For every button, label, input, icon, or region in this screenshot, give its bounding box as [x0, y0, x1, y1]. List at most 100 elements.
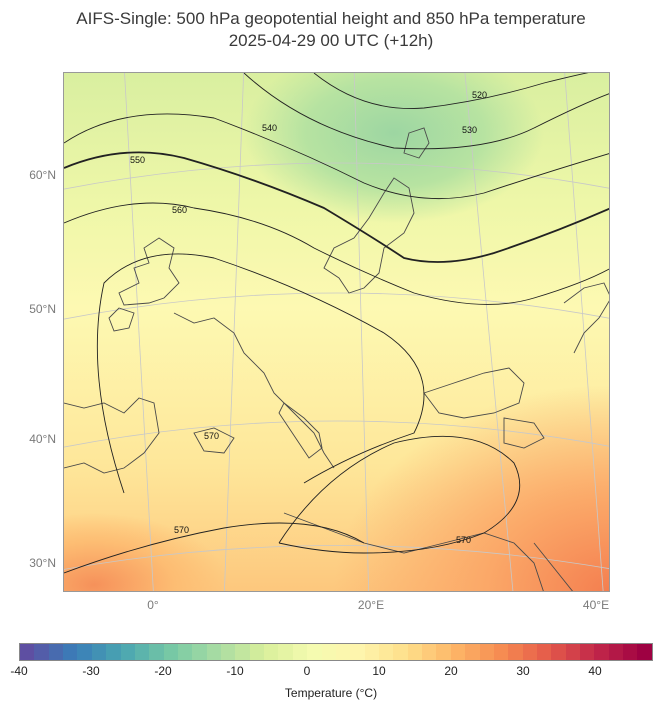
colorbar-segment [221, 644, 236, 660]
colorbar-segment [407, 644, 423, 660]
longitude-line [353, 73, 370, 591]
contour-580 [64, 522, 365, 574]
colorbar-segment [465, 644, 480, 660]
lat-label-40n: 40°N [29, 432, 56, 446]
caspian-coast [563, 282, 609, 354]
colorbar-segment [77, 644, 92, 660]
colorbar-segment [206, 644, 222, 660]
colorbar-segment [163, 644, 178, 660]
colorbar-segment [364, 644, 379, 660]
colorbar-segment [350, 644, 365, 660]
colorbar-segment [536, 644, 552, 660]
map-canvas: 520 530 540 550 560 570 570 570 [64, 73, 609, 591]
colorbar-segment [378, 644, 394, 660]
colorbar-tick: 20 [444, 664, 458, 678]
contour-label: 570 [456, 535, 471, 545]
colorbar-segment [335, 644, 351, 660]
contour-570-right [278, 435, 521, 554]
colorbar-segment [580, 644, 595, 660]
colorbar-segment [278, 644, 293, 660]
colorbar-tick: -30 [82, 664, 100, 678]
colorbar-segment [177, 644, 193, 660]
island-coast [193, 427, 235, 454]
contour-label: 540 [262, 123, 277, 133]
colorbar-tick: 0 [303, 664, 311, 678]
great-britain-coast [118, 237, 180, 306]
warm-region-southwest [64, 433, 364, 591]
north-africa-coast [283, 512, 544, 591]
contour-label: 560 [172, 205, 187, 215]
colorbar-segment [637, 644, 652, 660]
map-panel: 520 530 540 550 560 570 570 570 [63, 72, 610, 592]
colorbar-segment [48, 644, 64, 660]
contour-label: 550 [130, 155, 145, 165]
iberia-coast [64, 397, 160, 474]
latitude-line [64, 420, 609, 448]
contour-540 [64, 113, 609, 200]
colorbar [19, 643, 653, 661]
contour-570-left [96, 253, 425, 494]
colorbar-segment [508, 644, 523, 660]
colorbar-segment [479, 644, 494, 660]
colorbar-segment [63, 644, 78, 660]
colorbar-segment [134, 644, 150, 660]
colorbar-segment [436, 644, 451, 660]
lat-label-30n: 30°N [29, 556, 56, 570]
lat-label-50n: 50°N [29, 302, 56, 316]
contour-label: 530 [462, 125, 477, 135]
lon-label-0: 0° [147, 598, 159, 612]
contour-label: 570 [204, 431, 219, 441]
colorbar-segment [321, 644, 336, 660]
contour-560 [64, 202, 609, 305]
colorbar-segment [551, 644, 566, 660]
colorbar-segment [235, 644, 250, 660]
lat-label-60n: 60°N [29, 168, 56, 182]
colorbar-segment [192, 644, 207, 660]
colorbar-segment [608, 644, 624, 660]
colorbar-segment [623, 644, 638, 660]
colorbar-segment [34, 644, 49, 660]
red-sea-coast [533, 542, 573, 591]
colorbar-segment [493, 644, 509, 660]
colorbar-segment [565, 644, 581, 660]
colorbar-segment [292, 644, 308, 660]
graticule [64, 73, 609, 591]
colorbar-segment [149, 644, 164, 660]
longitude-line [464, 73, 514, 591]
colorbar-segment [91, 644, 107, 660]
colorbar-segment [307, 644, 322, 660]
colorbar-segment [450, 644, 466, 660]
colorbar-tick: -20 [154, 664, 172, 678]
colorbar-segment [106, 644, 121, 660]
colorbar-tick: 10 [372, 664, 386, 678]
colorbar-segment [249, 644, 265, 660]
colorbar-tick: 40 [588, 664, 602, 678]
italy-coast [278, 402, 323, 459]
colorbar-segment [393, 644, 408, 660]
colorbar-tick: -10 [226, 664, 244, 678]
colorbar-segment [522, 644, 537, 660]
black-sea-coast [423, 367, 525, 419]
turkey-coast [503, 417, 545, 449]
scandinavia-coast [323, 177, 415, 294]
contour-label: 570 [174, 525, 189, 535]
continental-coast [173, 312, 335, 469]
contour-550 [64, 151, 609, 263]
latitude-line [64, 162, 609, 190]
latitude-line [64, 292, 609, 320]
lon-label-20e: 20°E [357, 598, 385, 612]
colorbar-segment [422, 644, 437, 660]
contour-label: 520 [472, 90, 487, 100]
geopotential-contours [64, 73, 609, 574]
latitude-line [64, 545, 609, 570]
colorbar-segment [264, 644, 279, 660]
ireland-coast [108, 307, 135, 332]
map-title: AIFS-Single: 500 hPa geopotential height… [76, 9, 586, 28]
colorbar-segment [20, 644, 35, 660]
contour-520 [313, 73, 589, 109]
contour-530 [243, 73, 609, 150]
colorbar-tick: 30 [516, 664, 530, 678]
colorbar-tick: -40 [10, 664, 28, 678]
lon-label-40e: 40°E [582, 598, 610, 612]
colorbar-segment [594, 644, 609, 660]
